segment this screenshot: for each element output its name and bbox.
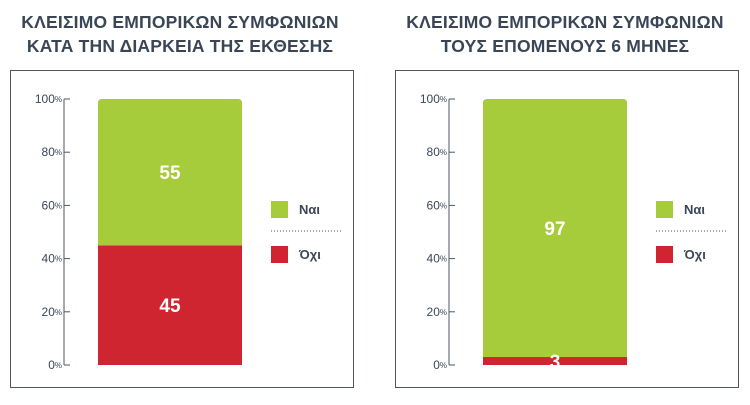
y-tick-unit: %: [440, 201, 447, 210]
bar-segment: [483, 357, 627, 365]
chart-title-line-2: ΤΟΥΣ ΕΠΟΜΕΝΟΥΣ 6 ΜΗΝΕΣ: [440, 36, 690, 56]
chart-title: ΚΛΕΙΣΙΜΟ ΕΜΠΟΡΙΚΩΝ ΣΥΜΦΩΝΙΩΝ ΚΑΤΑ ΤΗΝ ΔΙ…: [0, 10, 360, 58]
chart-panel-closing-next-6-months: ΚΛΕΙΣΙΜΟ ΕΜΠΟΡΙΚΩΝ ΣΥΜΦΩΝΙΩΝ ΤΟΥΣ ΕΠΟΜΕΝ…: [385, 0, 745, 405]
bar-segment: [483, 99, 627, 358]
y-tick-unit: %: [440, 308, 447, 317]
bar-segment: [98, 99, 242, 246]
bar-value-label: 3: [550, 352, 561, 373]
chart-title-line-1: ΚΛΕΙΣΙΜΟ ΕΜΠΟΡΙΚΩΝ ΣΥΜΦΩΝΙΩΝ: [21, 12, 339, 32]
chart-title-line-2: ΚΑΤΑ ΤΗΝ ΔΙΑΡΚΕΙΑ ΤΗΣ ΕΚΘΕΣΗΣ: [26, 36, 334, 56]
y-tick-label: 0%: [433, 358, 447, 372]
bar-segment: [98, 245, 242, 365]
y-tick-label: 80%: [427, 145, 447, 159]
chart-title: ΚΛΕΙΣΙΜΟ ΕΜΠΟΡΙΚΩΝ ΣΥΜΦΩΝΙΩΝ ΤΟΥΣ ΕΠΟΜΕΝ…: [385, 10, 745, 58]
legend-label: Όχι: [298, 247, 321, 262]
y-tick-label: 40%: [427, 252, 447, 266]
y-tick-label: 20%: [42, 305, 62, 319]
y-tick-unit: %: [55, 148, 62, 157]
y-tick-label: 0%: [48, 358, 62, 372]
bar-value-label: 45: [159, 296, 181, 317]
bar-value-label: 55: [159, 163, 181, 184]
chart-title-line-1: ΚΛΕΙΣΙΜΟ ΕΜΠΟΡΙΚΩΝ ΣΥΜΦΩΝΙΩΝ: [406, 12, 724, 32]
y-tick-unit: %: [440, 95, 447, 104]
y-tick-label: 100%: [420, 92, 447, 106]
y-tick-label: 40%: [42, 252, 62, 266]
chart-frame: 0% 20% 40% 60% 80% 100% 3 97 Ναι Όχι: [395, 70, 739, 388]
y-tick-unit: %: [440, 148, 447, 157]
legend-label: Ναι: [299, 202, 320, 217]
stacked-bar-chart: 0% 20% 40% 60% 80% 100% 45 55 Ναι Όχι: [35, 92, 343, 372]
y-tick-unit: %: [55, 201, 62, 210]
y-tick-label: 20%: [427, 305, 447, 319]
legend-swatch: [271, 201, 288, 218]
legend-label: Όχι: [683, 247, 706, 262]
y-tick-unit: %: [55, 361, 62, 370]
y-tick-unit: %: [440, 255, 447, 264]
y-tick-unit: %: [440, 361, 447, 370]
legend-label: Ναι: [684, 202, 705, 217]
legend-swatch: [656, 246, 673, 263]
y-tick-unit: %: [55, 255, 62, 264]
legend-swatch: [656, 201, 673, 218]
y-tick-label: 60%: [42, 198, 62, 212]
legend-swatch: [271, 246, 288, 263]
chart-panel-closing-during-exhibition: ΚΛΕΙΣΙΜΟ ΕΜΠΟΡΙΚΩΝ ΣΥΜΦΩΝΙΩΝ ΚΑΤΑ ΤΗΝ ΔΙ…: [0, 0, 360, 405]
stacked-bar-chart: 0% 20% 40% 60% 80% 100% 3 97 Ναι Όχι: [420, 92, 728, 373]
y-tick-unit: %: [55, 308, 62, 317]
y-tick-label: 100%: [35, 92, 62, 106]
chart-frame: 0% 20% 40% 60% 80% 100% 45 55 Ναι Όχι: [10, 70, 354, 388]
y-tick-unit: %: [55, 95, 62, 104]
bar-value-label: 97: [544, 219, 565, 240]
y-tick-label: 60%: [427, 198, 447, 212]
y-tick-label: 80%: [42, 145, 62, 159]
